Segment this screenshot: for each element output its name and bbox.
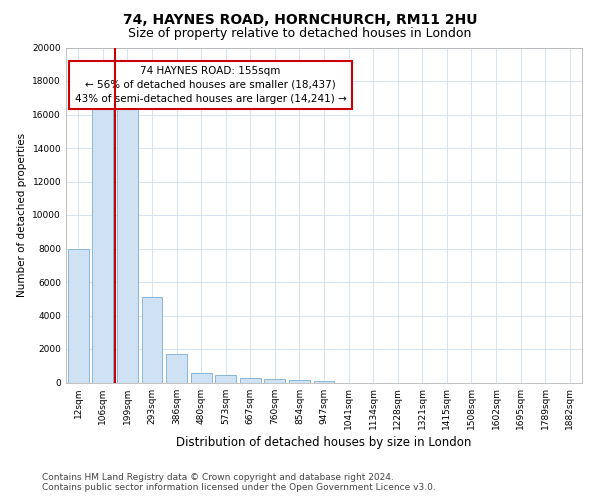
Bar	[314, 380, 334, 382]
Bar	[117, 110, 138, 382]
Bar	[68, 248, 89, 382]
Bar	[289, 380, 310, 382]
Bar	[142, 297, 163, 382]
Bar	[166, 354, 187, 382]
Bar	[215, 376, 236, 382]
Text: 74, HAYNES ROAD, HORNCHURCH, RM11 2HU: 74, HAYNES ROAD, HORNCHURCH, RM11 2HU	[123, 12, 477, 26]
Bar	[92, 110, 113, 382]
X-axis label: Distribution of detached houses by size in London: Distribution of detached houses by size …	[176, 436, 472, 450]
Bar	[191, 373, 212, 382]
Bar	[265, 380, 286, 382]
Bar	[240, 378, 261, 382]
Y-axis label: Number of detached properties: Number of detached properties	[17, 133, 27, 297]
Text: Contains HM Land Registry data © Crown copyright and database right 2024.
Contai: Contains HM Land Registry data © Crown c…	[42, 473, 436, 492]
Text: 74 HAYNES ROAD: 155sqm
← 56% of detached houses are smaller (18,437)
43% of semi: 74 HAYNES ROAD: 155sqm ← 56% of detached…	[74, 66, 346, 104]
Text: Size of property relative to detached houses in London: Size of property relative to detached ho…	[128, 28, 472, 40]
